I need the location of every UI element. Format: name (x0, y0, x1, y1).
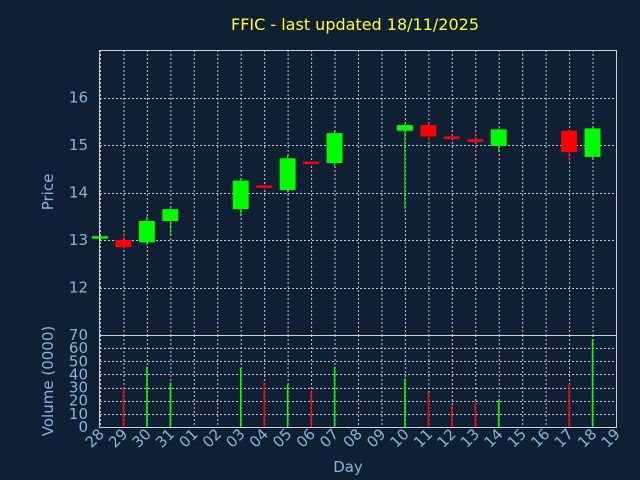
x-tick: 15 (504, 425, 530, 451)
x-tick: 17 (551, 425, 577, 451)
volume-bar (146, 366, 148, 427)
price-y-tick: 12 (69, 279, 88, 297)
candle-body (490, 129, 507, 146)
x-tick: 12 (433, 425, 459, 451)
volume-y-tick: 30 (69, 379, 88, 397)
candle-body (396, 125, 413, 131)
price-y-tick: 15 (69, 136, 88, 154)
x-tick: 14 (480, 425, 506, 451)
x-tick: 31 (152, 425, 178, 451)
volume-bar (404, 378, 406, 427)
x-tick: 02 (199, 425, 225, 451)
volume-bar (169, 382, 172, 427)
volume-y-tick: 10 (69, 405, 88, 423)
volume-bar (239, 367, 242, 427)
price-y-tick: 13 (69, 231, 88, 249)
x-tick: 07 (316, 425, 342, 451)
x-tick: 16 (527, 425, 553, 451)
volume-y-tick: 40 (69, 365, 88, 383)
volume-y-tick: 60 (69, 339, 88, 357)
volume-bar (591, 338, 594, 427)
price-y-tick: 14 (69, 184, 88, 202)
volume-bars (122, 338, 594, 427)
price-gridlines (100, 50, 617, 335)
volume-bar (451, 404, 453, 427)
x-tick: 13 (457, 425, 483, 451)
volume-y-tick: 50 (69, 352, 88, 370)
volume-panel-frame (99, 335, 617, 428)
volume-bar (122, 387, 125, 427)
candle-body (115, 240, 132, 248)
candle-body (232, 180, 249, 210)
x-tick: 04 (246, 425, 272, 451)
volume-y-tick: 20 (69, 392, 88, 410)
volume-bar (310, 390, 312, 427)
x-tick: 11 (410, 425, 436, 451)
x-tick: 05 (269, 425, 295, 451)
x-tick-labels: 2829303101020304050607080910111213141516… (82, 425, 624, 451)
x-tick: 03 (222, 425, 248, 451)
x-tick: 29 (105, 425, 131, 451)
x-tick: 09 (363, 425, 389, 451)
volume-bar (568, 383, 570, 427)
volume-bar (263, 382, 265, 427)
x-tick: 10 (387, 425, 413, 451)
candle-body (162, 209, 179, 221)
x-tick: 01 (175, 425, 201, 451)
volume-y-tick: 70 (69, 326, 88, 344)
price-y-tick-labels: 12 13 14 15 16 (69, 89, 88, 297)
volume-bar (286, 384, 289, 427)
x-tick: 18 (574, 425, 600, 451)
price-y-tick: 16 (69, 89, 88, 107)
candle-body (561, 130, 578, 153)
candle-body (303, 161, 320, 165)
x-tick: 06 (293, 425, 319, 451)
candle-body (326, 133, 343, 164)
chart-title: FFIC - last updated 18/11/2025 (231, 15, 479, 34)
volume-bar (333, 366, 336, 427)
candle-body (420, 125, 437, 137)
candle-body (467, 139, 484, 142)
volume-bar (427, 392, 430, 427)
x-tick: 19 (598, 425, 624, 451)
x-tick: 08 (340, 425, 366, 451)
volume-gridlines (100, 335, 617, 428)
x-tick: 30 (129, 425, 155, 451)
candle-body (256, 185, 273, 188)
volume-y-tick: 0 (78, 418, 88, 436)
volume-bar (474, 402, 477, 427)
price-candles (92, 123, 601, 250)
candle-body (138, 221, 155, 243)
x-axis-label: Day (333, 458, 363, 476)
candle-body (443, 136, 460, 139)
volume-bar (497, 399, 500, 427)
candle-body (279, 158, 296, 191)
price-axis-label: Price (39, 174, 57, 211)
volume-axis-label: Volume (0000) (39, 326, 57, 436)
candle-body (584, 128, 601, 157)
